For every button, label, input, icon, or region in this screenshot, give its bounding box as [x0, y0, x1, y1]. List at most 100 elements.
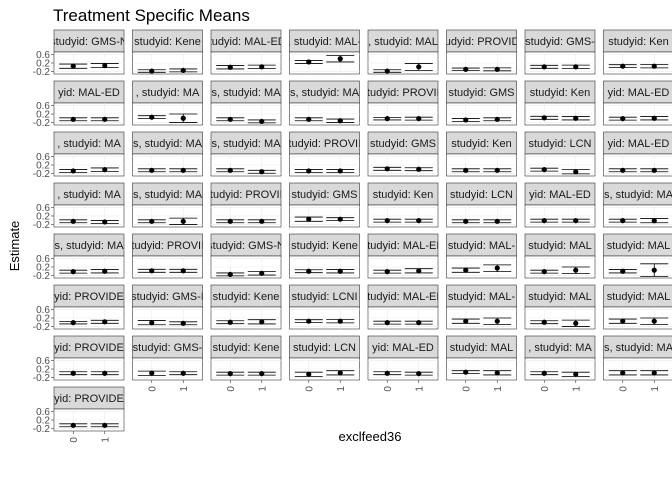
- y-axis-title: Estimate: [7, 221, 22, 272]
- facet-strip-label: s, studyid: MA: [604, 342, 672, 354]
- y-tick-label: 0.6: [36, 407, 50, 418]
- y-tick-label: 0.2: [36, 365, 50, 376]
- y-tick-label: -0.2: [33, 118, 51, 129]
- data-point: [620, 167, 626, 173]
- data-point: [416, 268, 422, 274]
- facet-strip-label: yid: MAL-ED: [58, 87, 120, 99]
- facet-strip-label: studyid: Ken: [530, 87, 591, 99]
- data-point: [651, 267, 657, 273]
- data-point: [416, 64, 422, 70]
- data-point: [416, 320, 422, 326]
- facet-strip-label: studyid: GMS-N: [207, 240, 285, 252]
- y-tick-label: 0.6: [36, 305, 50, 316]
- data-point: [494, 370, 500, 376]
- data-point: [102, 422, 108, 428]
- facet-panel: studyid: Ken: [524, 80, 596, 126]
- facet-panel: studyid: MAL: [603, 233, 672, 279]
- facet-panel: studyid: Kene 0 1: [210, 335, 282, 392]
- facet-panel: studyid: LCN 0 1: [289, 335, 360, 392]
- data-point: [337, 56, 343, 62]
- facet-strip-label: studyid: Kene: [213, 342, 280, 354]
- facet-panel: studyid: PROVIDE: [446, 29, 517, 75]
- data-point: [259, 118, 265, 125]
- data-point: [463, 218, 469, 224]
- facet-panel: studyid: GMS-I: [132, 284, 203, 330]
- data-point: [651, 218, 657, 224]
- x-tick-label: 1: [650, 386, 661, 392]
- facet-strip-label: studyid: MAL: [528, 240, 592, 252]
- facet-panel: studyid: MAL: [603, 284, 672, 330]
- data-point: [416, 116, 422, 122]
- data-point: [463, 318, 469, 324]
- facet-strip-label: yid: MAL-ED: [608, 87, 670, 99]
- data-point: [541, 370, 547, 376]
- data-point: [70, 218, 76, 224]
- x-tick-label: 0: [383, 386, 394, 392]
- facet-strip-label: studyid: Ken: [608, 36, 669, 48]
- facet-strip-label: studyid: GMS: [370, 138, 436, 150]
- data-point: [180, 67, 186, 74]
- data-point: [102, 219, 108, 225]
- facet-strip-label: s, studyid: MA: [54, 240, 124, 252]
- data-point: [227, 64, 233, 70]
- data-point: [494, 116, 500, 122]
- facet-panel: studyid: GMS-: [524, 29, 596, 75]
- facet-strip-label: studyid: MAL-: [448, 291, 516, 303]
- data-point: [259, 169, 265, 175]
- facet-panel: s, studyid: MA: [603, 182, 672, 228]
- facet-strip-label: studyid: MAL: [607, 240, 671, 252]
- data-point: [259, 371, 265, 377]
- y-tick-label: -0.2: [33, 322, 51, 333]
- facet-panel: s, studyid: MA: [210, 131, 282, 177]
- data-point: [227, 371, 233, 377]
- x-tick-label: 0: [69, 437, 80, 443]
- facet-strip-label: yid: PROVIDE: [54, 393, 124, 405]
- facet-panel: studyid: MAL-: [446, 233, 517, 279]
- facet-strip-label: studyid: Kene: [213, 291, 280, 303]
- x-tick-label: 1: [100, 437, 111, 443]
- x-tick-label: 0: [304, 386, 315, 392]
- y-tick-label: -0.2: [33, 169, 51, 180]
- facet-panel: studyid: PROVID: [204, 182, 287, 228]
- data-point: [384, 166, 390, 172]
- data-point: [337, 118, 343, 124]
- data-point: [227, 271, 233, 278]
- facet-strip-label: , studyid: MA: [57, 138, 121, 150]
- facet-panel: studyid: LCNI: [289, 284, 360, 330]
- data-point: [620, 370, 626, 376]
- data-point: [541, 167, 547, 173]
- data-point: [149, 68, 155, 74]
- facet-panel: studyid: LCN: [446, 182, 517, 228]
- data-point: [102, 268, 108, 274]
- facet-strip-label: studyid: PROVID: [204, 189, 287, 201]
- data-point: [227, 116, 233, 122]
- facet-panel: studyid: GMS- 0 1: [132, 335, 203, 392]
- facet-panel: studyid: MAL-ED,: [210, 29, 282, 75]
- data-point: [463, 66, 469, 72]
- data-point: [149, 218, 155, 224]
- facet-strip-label: yid: PROVIDE: [54, 342, 124, 354]
- data-point: [463, 267, 469, 273]
- facet-strip-label: studyid: GMS-N: [50, 36, 128, 48]
- facet-strip-label: studyid: LCN: [293, 342, 356, 354]
- facet-panel: yid: PROVIDE -0.20.20.6: [33, 284, 125, 333]
- facet-strip-label: yid: MAL-ED: [372, 342, 434, 354]
- data-point: [573, 320, 579, 326]
- facet-panel: s, studyid: MA: [132, 131, 203, 177]
- data-point: [180, 167, 186, 173]
- data-point: [337, 268, 343, 274]
- data-point: [620, 63, 626, 69]
- facet-strip-label: studyid: MAL-ED: [362, 240, 445, 252]
- data-point: [651, 167, 657, 173]
- facet-panel: s, studyid: MA -0.20.20.6: [33, 233, 125, 282]
- data-point: [416, 166, 422, 172]
- data-point: [337, 216, 343, 222]
- facet-strip-label: studyid: GMS: [291, 189, 357, 201]
- facet-panel: yid: MAL-ED 0 1: [367, 335, 439, 392]
- data-point: [259, 270, 265, 276]
- facet-panel: , studyid: MAL: [367, 29, 439, 75]
- data-point: [384, 218, 390, 224]
- data-point: [463, 369, 469, 375]
